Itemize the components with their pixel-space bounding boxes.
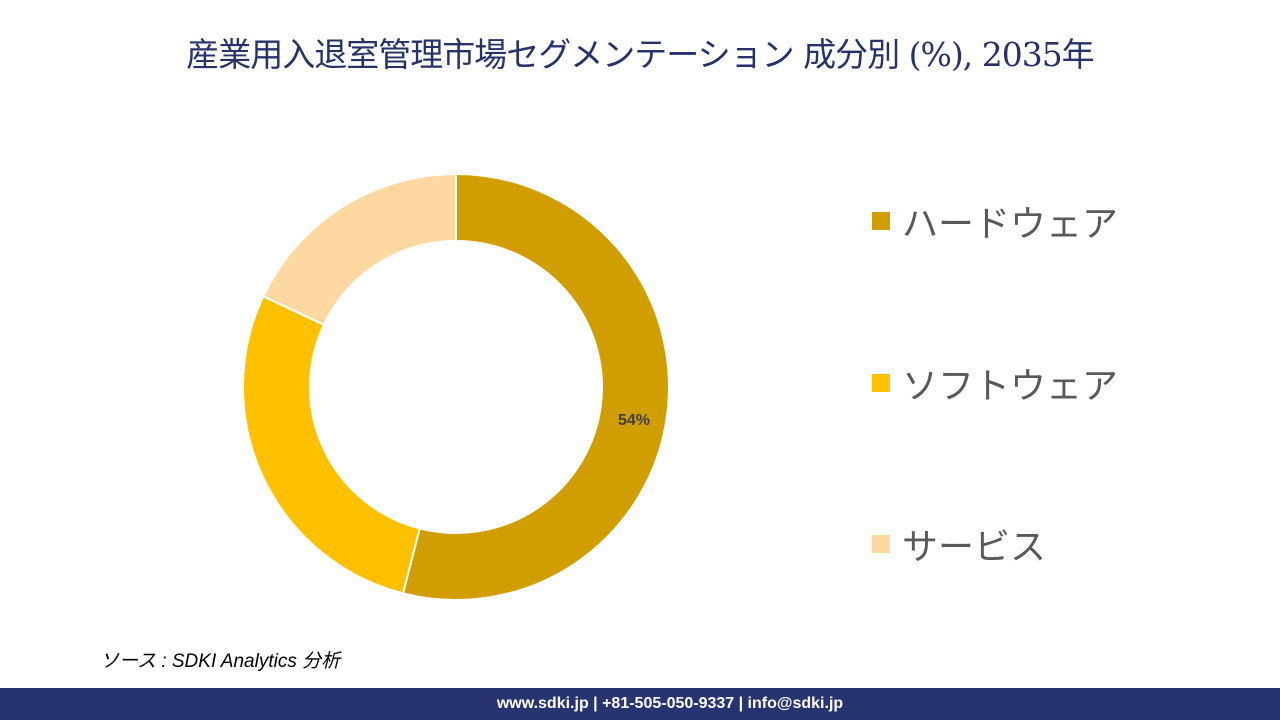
legend-swatch [872, 535, 890, 553]
chart-title: 産業用入退室管理市場セグメンテーション 成分別 (%), 2035年 [186, 35, 1094, 74]
source-note: ソース : SDKI Analytics 分析 [100, 651, 341, 672]
legend-swatch [872, 212, 890, 230]
footer-contact: www.sdki.jp | +81-505-050-9337 | info@sd… [496, 695, 844, 712]
legend-item-hardware: ハードウェア [872, 195, 1118, 247]
legend-label: ハードウェア [902, 204, 1119, 245]
slice-software [242, 294, 421, 595]
legend-item-software: ソフトウェア [872, 357, 1118, 409]
legend-swatch [872, 374, 890, 392]
legend-label: ソフトウェア [902, 366, 1119, 407]
slice-hardware [401, 172, 670, 601]
slice-services [261, 172, 457, 327]
legend-item-services: サービス [872, 518, 1046, 570]
footer-bar: www.sdki.jp | +81-505-050-9337 | info@sd… [0, 688, 1280, 720]
legend-label: サービス [902, 527, 1047, 568]
data-label: 54% [618, 412, 650, 429]
